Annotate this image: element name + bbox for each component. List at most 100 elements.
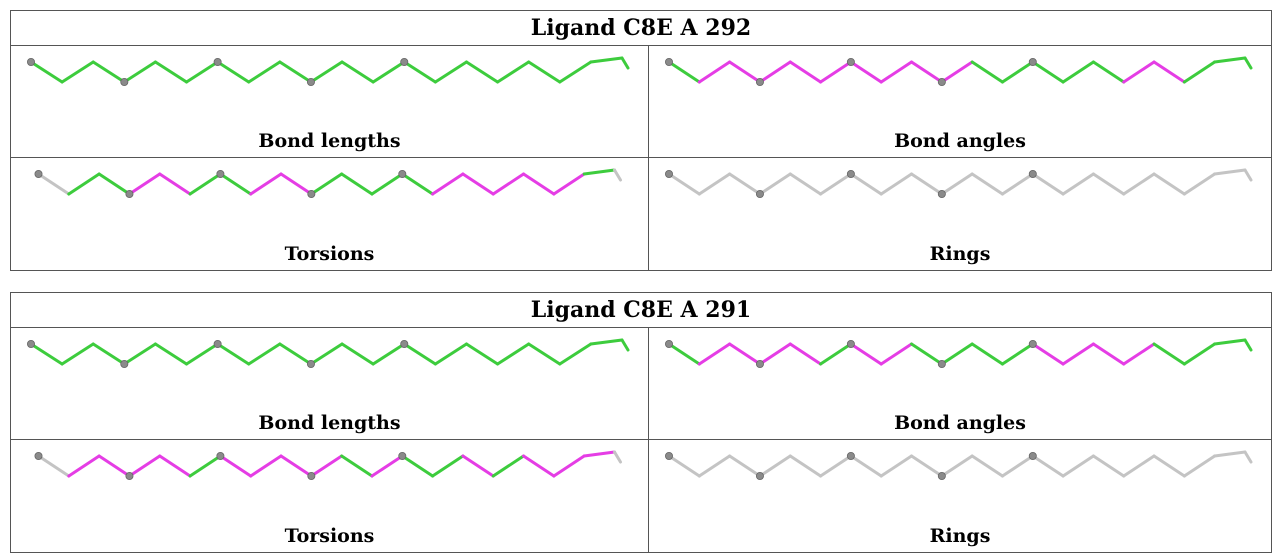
cell-bond-angles: Bond angles (649, 46, 1271, 158)
bond-good (340, 172, 374, 196)
oxygen-atom (937, 78, 946, 87)
oxygen-atom (307, 472, 316, 481)
bond-none (758, 172, 792, 196)
bond-good (218, 172, 253, 196)
bond-bad (431, 172, 465, 196)
oxygen-atom (1028, 57, 1037, 66)
oxygen-atom (400, 339, 409, 348)
oxygen-atom (1028, 169, 1037, 178)
bond-good (496, 60, 531, 84)
bond-good (527, 60, 562, 84)
bond-bad (1091, 342, 1126, 366)
bond-bad (879, 60, 914, 84)
bond-bad (697, 342, 732, 366)
bond-good (309, 342, 344, 366)
bond-good (1182, 342, 1217, 366)
cell-caption: Bond angles (894, 412, 1026, 434)
bond-none (849, 172, 883, 196)
bond-good (278, 60, 313, 84)
bond-good (188, 454, 222, 478)
bond-bad (879, 342, 914, 366)
cell-bond-lengths: Bond lengths (11, 328, 649, 440)
bond-bad (279, 172, 313, 196)
bond-bad (309, 454, 344, 478)
bond-bad (910, 60, 944, 84)
bond-bad (127, 172, 162, 196)
bond-none (1091, 454, 1126, 478)
oxygen-atom (213, 57, 222, 66)
cell-rings: Rings (649, 440, 1271, 552)
bond-good (970, 342, 1004, 366)
oxygen-atom (846, 451, 855, 460)
ligand-panel-2: Ligand C8E A 291 Bond lengths Bond angle… (10, 292, 1272, 553)
bond-none (1122, 172, 1156, 196)
bond-bad (819, 60, 853, 84)
bond-good (496, 342, 531, 366)
bond-none (1091, 172, 1126, 196)
bond-good (400, 454, 435, 478)
molecule-diagram (26, 56, 630, 87)
bond-bad (461, 172, 495, 196)
bond-good (122, 342, 157, 366)
bond-none (728, 454, 762, 478)
oxygen-atom (34, 169, 43, 178)
bond-good (970, 60, 1004, 84)
oxygen-atom (846, 339, 855, 348)
bond-good (1000, 60, 1035, 84)
bond-good (91, 342, 126, 366)
bond-good (1182, 60, 1217, 84)
bond-good (582, 168, 616, 176)
bond-good (1213, 338, 1247, 346)
bond-good (122, 60, 157, 84)
molecule-diagram (26, 338, 630, 369)
bond-good (371, 342, 406, 366)
panel-title: Ligand C8E A 292 (11, 11, 1271, 46)
bond-good (29, 342, 64, 366)
oxygen-atom (307, 190, 316, 199)
oxygen-atom (664, 339, 673, 348)
oxygen-atom (664, 169, 673, 178)
bond-bad (758, 60, 792, 84)
bond-none (1152, 454, 1186, 478)
bond-bad (67, 454, 101, 478)
oxygen-atom (26, 57, 35, 66)
bond-good (558, 60, 593, 84)
bond-bad (552, 454, 586, 478)
bond-bad (849, 342, 883, 366)
bond-good (60, 60, 95, 84)
bond-bad (158, 172, 192, 196)
molecule-diagram (664, 338, 1253, 369)
bond-good (1152, 342, 1186, 366)
bond-good (370, 172, 404, 196)
ligand-panel-1: Ligand C8E A 292 Bond lengths Bond angle… (10, 10, 1272, 271)
oxygen-atom (937, 360, 946, 369)
molecule-diagram (664, 168, 1253, 199)
bond-none (1000, 454, 1035, 478)
bond-good (402, 342, 437, 366)
bond-good (431, 454, 465, 478)
cell-bond-angles: Bond angles (649, 328, 1271, 440)
oxygen-atom (937, 472, 946, 481)
oxygen-atom (306, 78, 315, 87)
bond-none (910, 454, 944, 478)
bond-good (97, 172, 131, 196)
bond-none (1152, 172, 1186, 196)
bond-none (1182, 172, 1217, 196)
molecule-diagram (664, 450, 1253, 481)
oxygen-atom (937, 190, 946, 199)
cell-torsions: Torsions (11, 440, 649, 552)
bond-none (1243, 450, 1253, 464)
molecule-diagram (664, 56, 1253, 87)
bond-bad (728, 60, 762, 84)
bond-good (340, 454, 374, 478)
bond-good (910, 342, 944, 366)
bond-none (1243, 168, 1253, 182)
oxygen-atom (216, 169, 225, 178)
bond-bad (1152, 60, 1186, 84)
bond-good (1091, 60, 1126, 84)
bond-good (247, 342, 282, 366)
cell-caption: Rings (929, 243, 991, 265)
bond-none (613, 450, 622, 464)
panel-grid: Bond lengths Bond angles Torsions Rings (11, 328, 1271, 552)
bond-good (620, 338, 630, 352)
